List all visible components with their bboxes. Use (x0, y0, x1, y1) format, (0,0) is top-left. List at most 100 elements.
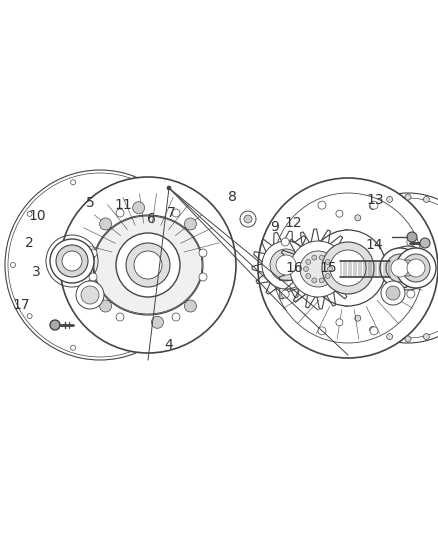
Circle shape (56, 245, 88, 277)
Circle shape (419, 238, 429, 248)
Circle shape (385, 254, 413, 282)
Circle shape (116, 313, 124, 321)
Circle shape (380, 281, 404, 305)
Circle shape (406, 238, 414, 246)
Circle shape (406, 232, 416, 242)
Circle shape (369, 327, 374, 333)
Circle shape (325, 273, 329, 279)
Circle shape (369, 204, 374, 209)
Circle shape (318, 255, 324, 260)
Circle shape (303, 266, 308, 271)
Text: 10: 10 (28, 209, 46, 223)
Circle shape (325, 260, 329, 264)
Circle shape (81, 286, 99, 304)
Circle shape (299, 251, 335, 287)
Circle shape (198, 249, 207, 257)
Circle shape (172, 313, 180, 321)
Circle shape (99, 300, 111, 312)
Circle shape (311, 255, 316, 260)
Text: 11: 11 (114, 198, 131, 212)
Circle shape (336, 247, 342, 253)
Circle shape (406, 259, 424, 277)
Circle shape (280, 238, 289, 246)
Circle shape (327, 266, 332, 271)
Circle shape (116, 209, 124, 217)
Circle shape (198, 273, 207, 281)
Circle shape (422, 334, 428, 340)
Circle shape (321, 242, 373, 294)
Circle shape (404, 336, 410, 342)
Circle shape (386, 197, 392, 203)
Circle shape (116, 233, 180, 297)
Text: 15: 15 (319, 261, 336, 275)
Circle shape (134, 251, 162, 279)
Text: 2: 2 (25, 236, 34, 249)
Circle shape (422, 197, 428, 203)
Circle shape (258, 178, 437, 358)
Circle shape (343, 230, 349, 236)
Circle shape (151, 316, 163, 328)
Circle shape (385, 246, 429, 290)
Circle shape (318, 278, 324, 283)
Circle shape (390, 259, 408, 277)
Circle shape (62, 251, 82, 271)
Circle shape (379, 248, 419, 288)
Circle shape (172, 209, 180, 217)
Circle shape (401, 254, 429, 282)
Text: 14: 14 (365, 238, 382, 252)
Circle shape (311, 278, 316, 283)
Circle shape (244, 215, 251, 223)
Circle shape (60, 177, 236, 353)
Circle shape (385, 286, 399, 300)
Circle shape (333, 265, 339, 271)
Circle shape (343, 301, 349, 306)
Circle shape (369, 201, 377, 209)
Circle shape (305, 273, 310, 279)
Text: 17: 17 (12, 298, 30, 312)
Circle shape (335, 319, 342, 326)
Circle shape (89, 249, 97, 257)
Circle shape (396, 247, 403, 254)
Circle shape (76, 281, 104, 309)
Circle shape (354, 315, 360, 321)
Text: 9: 9 (269, 220, 278, 233)
Text: 13: 13 (366, 193, 383, 207)
Circle shape (276, 255, 295, 275)
Text: 7: 7 (166, 206, 175, 220)
Text: 8: 8 (228, 190, 237, 204)
Circle shape (393, 254, 421, 282)
Text: 4: 4 (164, 338, 173, 352)
Circle shape (132, 201, 144, 214)
Circle shape (309, 230, 385, 306)
Circle shape (317, 327, 325, 335)
Circle shape (396, 281, 403, 288)
Circle shape (126, 243, 170, 287)
Circle shape (369, 327, 377, 335)
Circle shape (289, 264, 296, 271)
Circle shape (354, 215, 360, 221)
Circle shape (290, 241, 345, 297)
Text: 6: 6 (147, 212, 155, 225)
Circle shape (329, 250, 365, 286)
Circle shape (317, 201, 325, 209)
Circle shape (184, 300, 196, 312)
Circle shape (184, 218, 196, 230)
Text: 12: 12 (284, 216, 301, 230)
Circle shape (335, 210, 342, 217)
Circle shape (99, 218, 111, 230)
Text: 5: 5 (85, 196, 94, 209)
Circle shape (166, 186, 171, 190)
Circle shape (336, 284, 342, 289)
Ellipse shape (93, 215, 202, 315)
Circle shape (261, 241, 309, 289)
Text: 3: 3 (32, 265, 40, 279)
Text: 16: 16 (285, 261, 302, 275)
Circle shape (395, 248, 435, 288)
Circle shape (404, 194, 410, 200)
Circle shape (50, 320, 60, 330)
Circle shape (89, 273, 97, 281)
Circle shape (50, 239, 94, 283)
Circle shape (406, 290, 414, 298)
Circle shape (399, 260, 415, 276)
Circle shape (305, 260, 310, 264)
